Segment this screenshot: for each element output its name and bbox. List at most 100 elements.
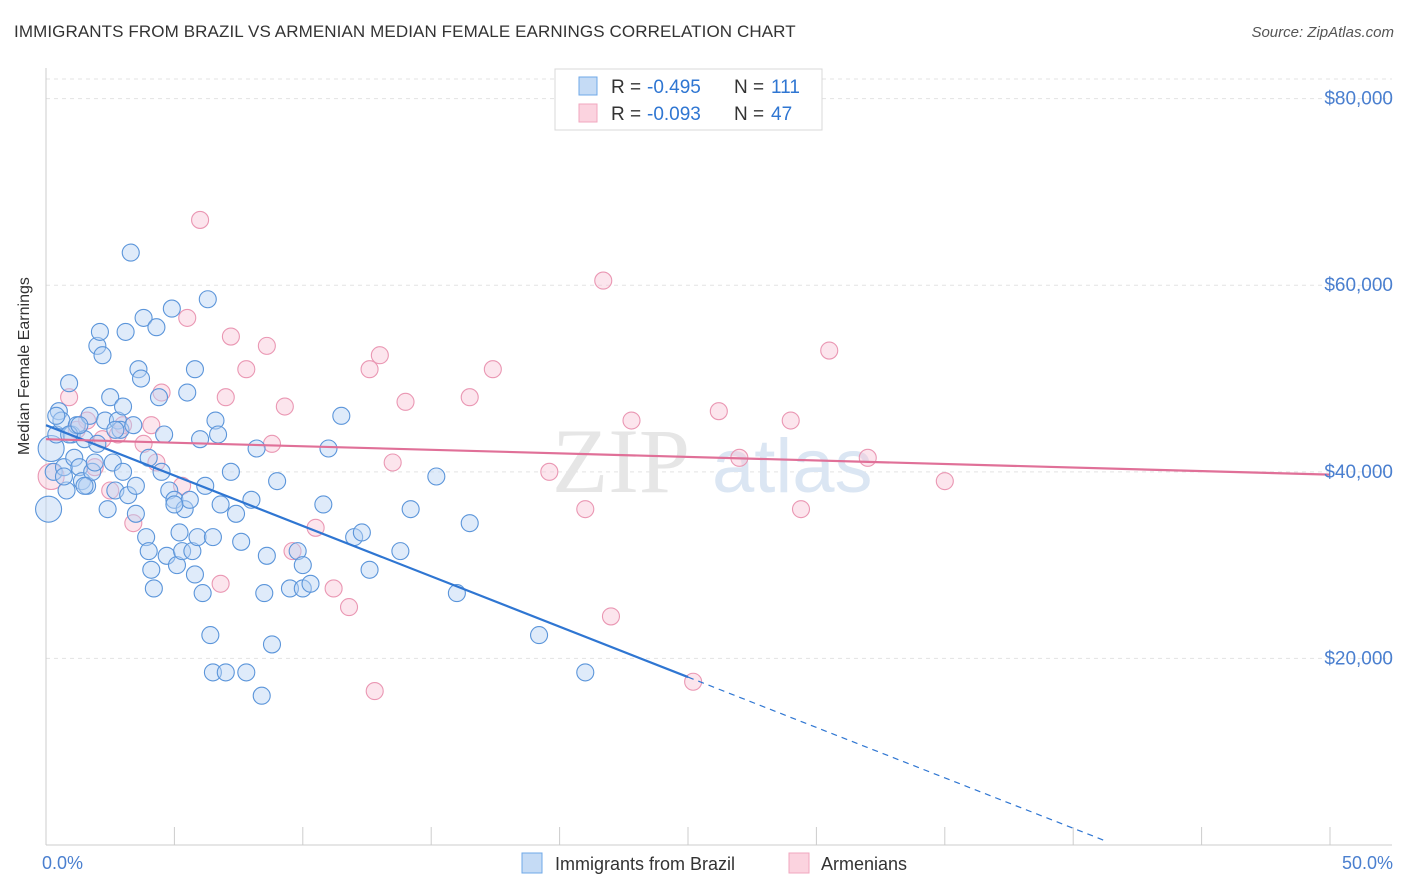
legend-swatch-blue <box>578 76 598 96</box>
y-tick-label: $20,000 <box>1324 648 1393 669</box>
armenians-point <box>483 360 502 379</box>
brazil-point <box>139 542 158 561</box>
armenians-point <box>211 574 230 593</box>
brazil-point <box>126 504 145 523</box>
chart-title: IMMIGRANTS FROM BRAZIL VS ARMENIAN MEDIA… <box>14 22 796 41</box>
brazil-point <box>113 462 133 481</box>
legend-swatch-pink <box>578 103 598 123</box>
armenians-point <box>781 411 800 430</box>
brazil-point <box>167 556 187 575</box>
brazil-point <box>35 495 63 523</box>
armenians-point <box>576 500 595 519</box>
armenians-point <box>257 336 276 355</box>
brazil-point <box>170 523 189 542</box>
brazil-point <box>65 448 84 467</box>
armenians-point <box>709 402 728 421</box>
armenians-point <box>178 308 197 327</box>
brazil-point <box>165 490 184 509</box>
brazil-point <box>188 528 207 547</box>
brazil-point <box>203 663 222 682</box>
brazil-point <box>54 467 74 486</box>
brazil-point <box>191 430 210 449</box>
armenians-point <box>108 425 127 444</box>
armenians-point <box>275 397 294 416</box>
brazil-point <box>134 308 153 327</box>
brazil-point <box>427 467 446 486</box>
brazil-point <box>216 663 235 682</box>
brazil-points <box>35 243 595 705</box>
brazil-point <box>288 542 307 561</box>
brazil-point <box>88 336 107 355</box>
armenians-point <box>540 462 559 481</box>
brazil-point <box>193 584 212 603</box>
brazil-point <box>530 626 549 645</box>
brazil-point <box>142 560 161 579</box>
bottom-legend-label-blue: Immigrants from Brazil <box>555 854 735 874</box>
armenians-point <box>935 472 954 491</box>
brazil-point <box>113 397 133 416</box>
brazil-point <box>293 556 312 575</box>
brazil-point <box>70 416 89 435</box>
armenians-point <box>396 392 415 411</box>
brazil-point <box>144 579 163 598</box>
chart-source: Source: ZipAtlas.com <box>1251 24 1394 41</box>
bottom-legend-swatch-pink <box>788 852 810 874</box>
brazil-point <box>360 560 379 579</box>
brazil-point <box>85 453 104 472</box>
brazil-point <box>180 490 199 509</box>
brazil-point <box>255 584 274 603</box>
armenians-point <box>460 388 479 407</box>
brazil-point <box>98 500 117 519</box>
brazil-point <box>116 322 135 341</box>
brazil-point <box>201 626 220 645</box>
brazil-point <box>232 532 251 551</box>
brazil-point <box>314 495 333 514</box>
armenians-point <box>383 453 402 472</box>
armenians-point <box>142 416 161 435</box>
armenians-point <box>622 411 641 430</box>
armenians-point <box>216 388 235 407</box>
brazil-point <box>60 374 79 393</box>
armenians-point <box>60 388 79 407</box>
brazil-point <box>301 574 320 593</box>
brazil-point <box>209 425 228 444</box>
armenians-point <box>339 598 359 617</box>
correlation-legend: R = -0.495 N = 111 R = -0.093 N = 47 <box>554 68 823 131</box>
brazil-point <box>131 369 151 388</box>
brazil-point <box>103 453 122 472</box>
armenians-point <box>237 360 256 379</box>
brazil-point <box>160 481 179 500</box>
armenians-point <box>262 434 282 453</box>
brazil-point <box>47 406 66 425</box>
legend-r-label-pink: R = <box>611 104 641 125</box>
brazil-point <box>252 686 271 705</box>
armenians-point <box>101 481 120 500</box>
legend-r-label-blue: R = <box>611 77 641 98</box>
armenians-point <box>601 607 621 626</box>
brazil-point <box>183 542 202 561</box>
bottom-legend-label-pink: Armenians <box>821 854 907 874</box>
brazil-point <box>401 500 420 519</box>
brazil-point <box>203 528 222 547</box>
brazil-point <box>237 663 256 682</box>
brazil-point <box>106 420 125 439</box>
armenians-points <box>37 210 954 701</box>
legend-r-value-pink: -0.093 <box>647 104 701 125</box>
armenians-point <box>370 346 389 365</box>
armenians-point <box>221 327 240 346</box>
brazil-point <box>119 486 138 505</box>
armenians-point <box>191 210 210 229</box>
legend-n-value-blue: 111 <box>771 77 800 98</box>
brazil-point <box>460 514 479 533</box>
x-tick-label-max: 50.0% <box>1342 853 1393 873</box>
brazil-point <box>226 504 246 523</box>
brazil-point <box>206 411 225 430</box>
y-tick-label: $40,000 <box>1324 462 1393 483</box>
armenians-point <box>134 434 153 453</box>
legend-n-label-blue: N = <box>734 77 764 98</box>
axes <box>45 68 1392 846</box>
armenians-point <box>152 383 171 402</box>
bottom-legend-swatch-blue <box>521 852 543 874</box>
armenians-point <box>360 360 379 379</box>
brazil-point <box>185 360 204 379</box>
